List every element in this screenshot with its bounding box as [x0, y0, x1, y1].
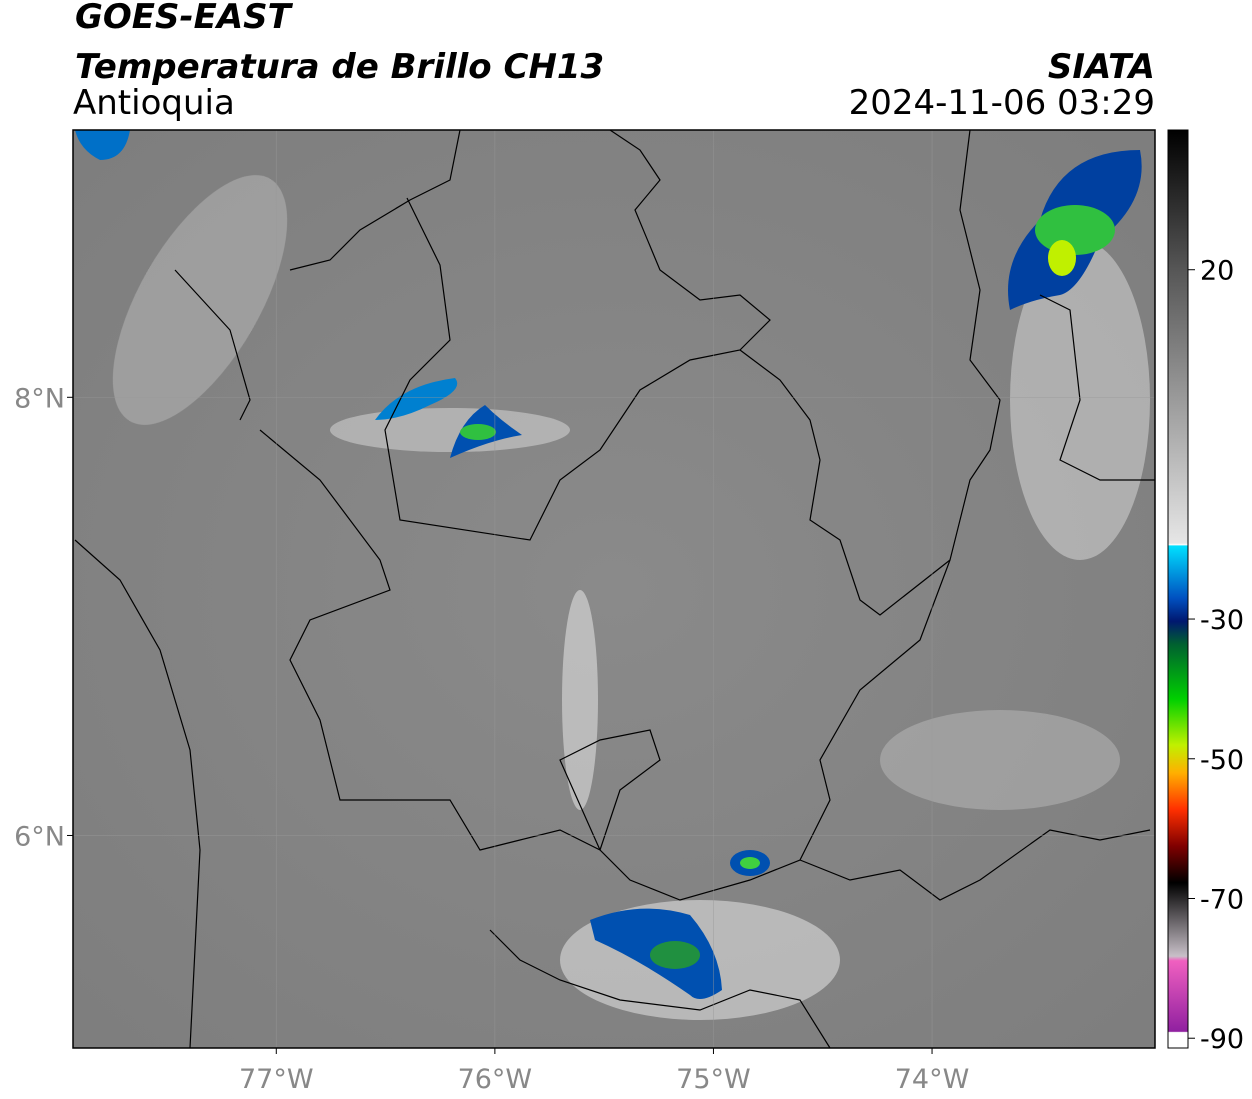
convection	[75, 130, 1142, 999]
colorbar-label: -30	[1200, 605, 1244, 636]
x-tick-label: 76°W	[458, 1064, 533, 1095]
datetime: 2024-11-06 03:29	[849, 83, 1155, 123]
borders	[74, 129, 1155, 1049]
region: Antioquia	[73, 83, 235, 123]
x-tick-label: 74°W	[895, 1064, 970, 1095]
colorbar-label: -50	[1200, 745, 1244, 776]
graticule	[73, 130, 1155, 1048]
map-frame	[72, 129, 1156, 1049]
product-title: Temperatura de Brillo CH13	[75, 47, 604, 87]
colorbar	[1167, 129, 1189, 1049]
colorbar-label: -70	[1200, 884, 1244, 915]
colorbar-label: 20	[1200, 256, 1234, 287]
y-tick-label: 6°N	[14, 821, 65, 852]
x-tick-label: 77°W	[239, 1064, 314, 1095]
y-tick-label: 8°N	[14, 383, 65, 414]
x-tick-label: 75°W	[676, 1064, 751, 1095]
colorbar-label: -90	[1200, 1024, 1244, 1055]
agency: SIATA	[1048, 47, 1155, 87]
map	[72, 129, 1156, 1049]
satellite-title: GOES-EAST	[75, 0, 294, 37]
